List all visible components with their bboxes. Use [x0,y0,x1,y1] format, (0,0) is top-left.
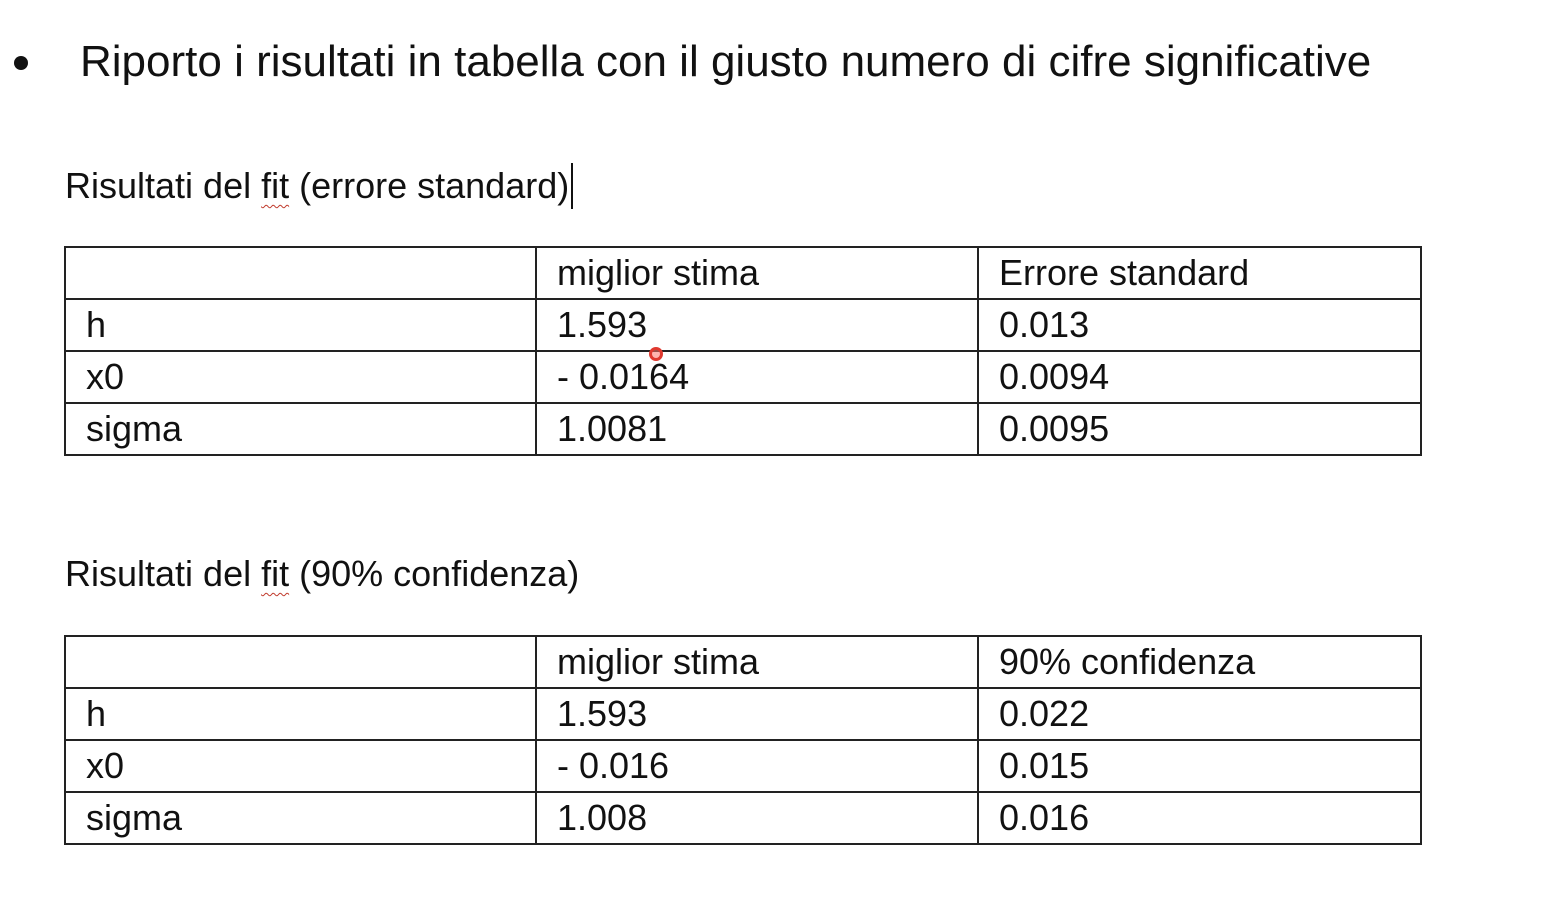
table-row: h 1.593 0.013 [64,298,1422,352]
slide-bullet-text: Riporto i risultati in tabella con il gi… [80,37,1372,86]
table-cell[interactable]: 0.022 [977,687,1422,741]
table-cell[interactable]: 1.593 [535,298,979,352]
table-cell[interactable]: - 0.016 [535,739,979,793]
table-cell[interactable]: 90% confidenza [977,635,1422,689]
table-header-row: miglior stima 90% confidenza [64,635,1422,689]
bullet-point: Riporto i risultati in tabella con il gi… [14,30,1371,94]
table-cell[interactable]: h [64,687,537,741]
table-header-row: miglior stima Errore standard [64,246,1422,300]
table-cell[interactable]: x0 [64,350,537,404]
table-row: sigma 1.0081 0.0095 [64,402,1422,456]
caption-fit-word: fit [261,553,290,594]
table-cell[interactable]: Errore standard [977,246,1422,300]
table-cell[interactable]: x0 [64,739,537,793]
table-cell[interactable]: sigma [64,791,537,845]
table-caption-standard-error[interactable]: Risultati del fit (errore standard) [65,163,574,209]
table-cell[interactable] [64,246,537,300]
table-cell[interactable]: 1.008 [535,791,979,845]
table-cell[interactable]: h [64,298,537,352]
table-cell[interactable]: 1.0081 [535,402,979,456]
text-caret [571,163,574,209]
caption-prefix: Risultati del [65,553,262,594]
caption-prefix: Risultati del [65,165,262,206]
mouse-pointer-highlight-icon [649,347,663,361]
table-row: sigma 1.008 0.016 [64,791,1422,845]
table-row: x0 - 0.0164 0.0094 [64,350,1422,404]
table-cell[interactable]: 0.0094 [977,350,1422,404]
table-cell[interactable]: 0.0095 [977,402,1422,456]
table-caption-confidence[interactable]: Risultati del fit (90% confidenza) [65,553,579,595]
table-cell[interactable]: - 0.0164 [535,350,979,404]
caption-fit-word: fit [261,165,290,206]
bullet-dot-icon [14,56,28,70]
table-cell[interactable]: 0.016 [977,791,1422,845]
caption-suffix: (90% confidenza) [289,553,580,594]
table-cell[interactable]: 0.013 [977,298,1422,352]
table-cell[interactable]: 0.015 [977,739,1422,793]
table-cell[interactable]: miglior stima [535,635,979,689]
caption-suffix: (errore standard) [289,165,570,206]
table-row: x0 - 0.016 0.015 [64,739,1422,793]
table-cell[interactable]: 1.593 [535,687,979,741]
table-cell[interactable]: miglior stima [535,246,979,300]
table-cell[interactable]: sigma [64,402,537,456]
table-cell[interactable] [64,635,537,689]
table-row: h 1.593 0.022 [64,687,1422,741]
results-table-confidence: miglior stima 90% confidenza h 1.593 0.0… [64,635,1422,845]
results-table-standard-error: miglior stima Errore standard h 1.593 0.… [64,246,1422,456]
